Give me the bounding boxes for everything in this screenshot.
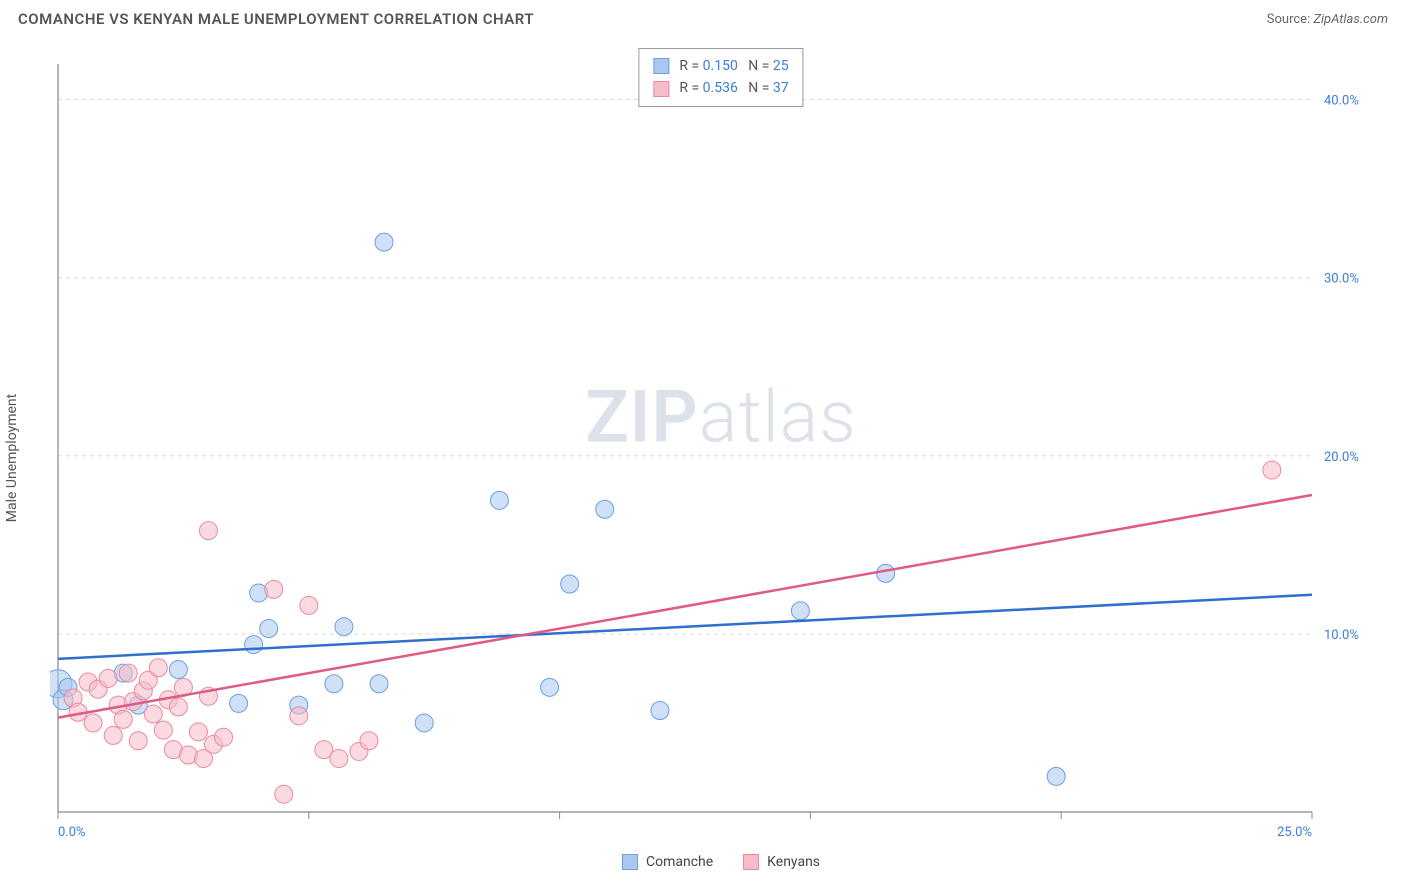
legend-text: R = 0.536 N = 37 xyxy=(679,77,788,99)
svg-text:20.0%: 20.0% xyxy=(1324,450,1359,465)
series-legend: Comanche Kenyans xyxy=(622,854,820,870)
legend-swatch xyxy=(622,854,638,870)
series-legend-item: Comanche xyxy=(622,854,713,870)
correlation-legend-row: R = 0.150 N = 25 xyxy=(653,55,788,77)
y-axis-label: Male Unemployment xyxy=(4,394,20,522)
correlation-legend: R = 0.150 N = 25R = 0.536 N = 37 xyxy=(638,48,803,107)
svg-text:10.0%: 10.0% xyxy=(1324,628,1359,643)
series-legend-label: Kenyans xyxy=(767,854,820,870)
legend-swatch xyxy=(743,854,759,870)
svg-text:30.0%: 30.0% xyxy=(1324,272,1359,287)
correlation-legend-row: R = 0.536 N = 37 xyxy=(653,77,788,99)
source-value: ZipAtlas.com xyxy=(1313,12,1388,27)
legend-text: R = 0.150 N = 25 xyxy=(679,55,788,77)
svg-text:0.0%: 0.0% xyxy=(58,825,86,840)
legend-swatch xyxy=(653,58,669,74)
scatter-plot: 10.0% 20.0% 30.0% 40.0% 0.0% 25.0% xyxy=(50,44,1392,872)
source-attribution: Source: ZipAtlas.com xyxy=(1267,12,1388,27)
source-label: Source: xyxy=(1267,12,1314,27)
legend-swatch xyxy=(653,81,669,97)
chart-title: COMANCHE VS KENYAN MALE UNEMPLOYMENT COR… xyxy=(18,10,534,28)
series-legend-item: Kenyans xyxy=(743,854,820,870)
svg-text:25.0%: 25.0% xyxy=(1277,825,1312,840)
svg-text:40.0%: 40.0% xyxy=(1324,94,1359,109)
series-legend-label: Comanche xyxy=(646,854,713,870)
